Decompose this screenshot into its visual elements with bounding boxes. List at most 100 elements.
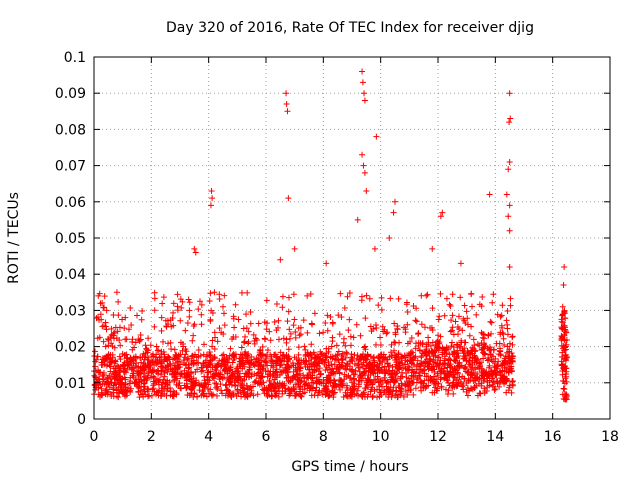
roti-point [339, 382, 346, 389]
roti-point [408, 378, 415, 385]
roti-point [115, 384, 122, 391]
roti-point [291, 245, 298, 252]
roti-point [159, 385, 166, 392]
roti-point [563, 336, 570, 343]
roti-point [490, 378, 497, 385]
roti-point [245, 340, 252, 347]
roti-point [92, 358, 99, 365]
roti-point [421, 370, 428, 377]
roti-point [222, 361, 229, 368]
roti-point [370, 357, 377, 364]
roti-point [248, 360, 255, 367]
roti-point [224, 386, 231, 393]
roti-point [291, 373, 298, 380]
roti-point [295, 376, 302, 383]
roti-point [446, 355, 453, 362]
roti-point [116, 324, 123, 331]
roti-point [108, 325, 115, 332]
roti-point [426, 348, 433, 355]
roti-point [295, 344, 302, 351]
roti-point [467, 366, 474, 373]
roti-point [128, 321, 135, 328]
roti-point [382, 377, 389, 384]
roti-point [299, 390, 306, 397]
roti-point [200, 360, 207, 367]
x-tick-label: 8 [319, 429, 328, 445]
roti-point [381, 363, 388, 370]
roti-point [474, 392, 481, 399]
roti-point [388, 374, 395, 381]
roti-point [338, 356, 345, 363]
roti-point [508, 389, 515, 396]
roti-point [133, 364, 140, 371]
roti-point [284, 366, 291, 373]
roti-point [294, 361, 301, 368]
roti-point [283, 353, 290, 360]
roti-point [410, 373, 417, 380]
roti-point [423, 356, 430, 363]
roti-point [448, 317, 455, 324]
roti-point [100, 370, 107, 377]
roti-point [408, 334, 415, 341]
roti-point [347, 387, 354, 394]
roti-point [239, 381, 246, 388]
roti-point [387, 378, 394, 385]
roti-point [259, 343, 266, 350]
roti-point [209, 356, 216, 363]
roti-point [228, 394, 235, 401]
roti-point [391, 347, 398, 354]
roti-point [304, 292, 311, 299]
roti-point [213, 384, 220, 391]
roti-point [561, 263, 568, 270]
roti-point [177, 296, 184, 303]
roti-point [234, 377, 241, 384]
roti-point [195, 380, 202, 387]
roti-point [338, 378, 345, 385]
roti-point [151, 307, 158, 314]
roti-point [489, 299, 496, 306]
roti-point [271, 384, 278, 391]
roti-point [383, 330, 390, 337]
roti-point [559, 312, 566, 319]
roti-point [416, 372, 423, 379]
roti-point [506, 359, 513, 366]
roti-point [459, 327, 466, 334]
roti-point [177, 373, 184, 380]
roti-point [348, 379, 355, 386]
roti-point [404, 321, 411, 328]
roti-point [125, 361, 132, 368]
roti-point [206, 298, 213, 305]
roti-point [214, 338, 221, 345]
roti-point [238, 393, 245, 400]
roti-point [247, 391, 254, 398]
roti-point [416, 361, 423, 368]
roti-point [202, 380, 209, 387]
roti-point [439, 344, 446, 351]
roti-point [158, 314, 165, 321]
roti-point [361, 90, 368, 97]
roti-point [360, 162, 367, 169]
roti-point [343, 349, 350, 356]
roti-point [188, 353, 195, 360]
roti-point [324, 327, 331, 334]
roti-point [454, 369, 461, 376]
roti-point [415, 342, 422, 349]
roti-point [409, 357, 416, 364]
roti-point [183, 369, 190, 376]
roti-point [102, 343, 109, 350]
roti-point [493, 340, 500, 347]
roti-point [435, 362, 442, 369]
roti-point [362, 355, 369, 362]
roti-point [153, 343, 160, 350]
roti-point [308, 379, 315, 386]
roti-point [165, 340, 172, 347]
roti-point [176, 379, 183, 386]
roti-point [371, 245, 378, 252]
roti-point [473, 311, 480, 318]
roti-point [220, 310, 227, 317]
roti-point [187, 385, 194, 392]
roti-point [509, 333, 516, 340]
roti-point [245, 351, 252, 358]
roti-point [323, 260, 330, 267]
roti-point [408, 372, 415, 379]
